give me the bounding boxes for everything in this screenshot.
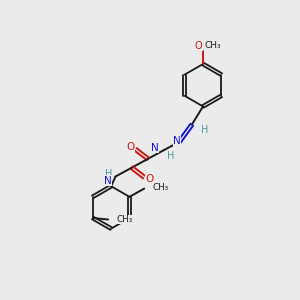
Text: O: O [126, 142, 134, 152]
Text: N: N [104, 176, 112, 186]
Text: H: H [167, 152, 174, 161]
Text: CH₃: CH₃ [205, 41, 222, 50]
Text: H: H [201, 125, 208, 135]
Text: CH₃: CH₃ [116, 215, 133, 224]
Text: N: N [151, 142, 159, 153]
Text: O: O [145, 174, 154, 184]
Text: CH₃: CH₃ [152, 184, 169, 193]
Text: O: O [195, 41, 203, 51]
Text: H: H [105, 169, 112, 178]
Text: N: N [173, 136, 181, 146]
